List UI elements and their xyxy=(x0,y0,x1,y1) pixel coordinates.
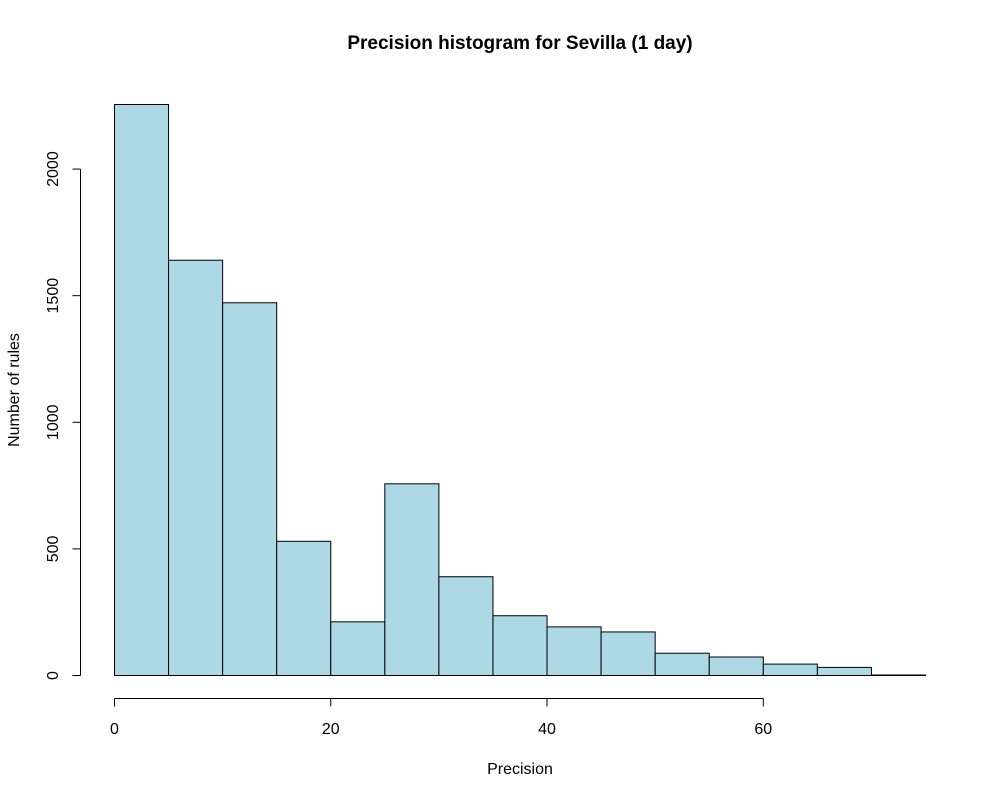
histogram-bar xyxy=(384,483,440,676)
y-tick-label: 0 xyxy=(45,671,62,680)
histogram-bar xyxy=(492,615,548,677)
y-tick-label: 2000 xyxy=(45,151,62,187)
histogram-bar xyxy=(222,302,278,676)
bars-group xyxy=(114,104,927,677)
histogram-bar xyxy=(276,540,332,677)
x-tick-label: 40 xyxy=(538,721,556,738)
x-tick-label: 20 xyxy=(322,721,340,738)
histogram-bar xyxy=(870,674,927,677)
y-tick-label: 1500 xyxy=(45,278,62,314)
x-tick-label: 60 xyxy=(754,721,772,738)
y-axis: 0 500 1000 1500 2000 xyxy=(45,151,81,680)
histogram-bar xyxy=(330,621,386,677)
histogram-bar xyxy=(600,631,656,677)
histogram-bar xyxy=(546,626,602,676)
histogram-bar xyxy=(168,259,224,676)
y-tick-label: 500 xyxy=(45,535,62,562)
histogram-bar xyxy=(654,652,710,677)
x-axis: 0 20 40 60 xyxy=(110,698,772,738)
histogram-bar xyxy=(438,576,494,676)
y-axis-label: Number of rules xyxy=(6,333,23,447)
histogram-bar xyxy=(762,663,818,677)
y-tick-label: 1000 xyxy=(45,404,62,440)
chart-title: Precision histogram for Sevilla (1 day) xyxy=(347,33,692,54)
x-axis-label: Precision xyxy=(487,761,553,778)
x-tick-label: 0 xyxy=(110,721,119,738)
histogram-bar xyxy=(816,666,872,676)
histogram-bar xyxy=(708,656,764,677)
histogram-bar xyxy=(114,104,170,676)
